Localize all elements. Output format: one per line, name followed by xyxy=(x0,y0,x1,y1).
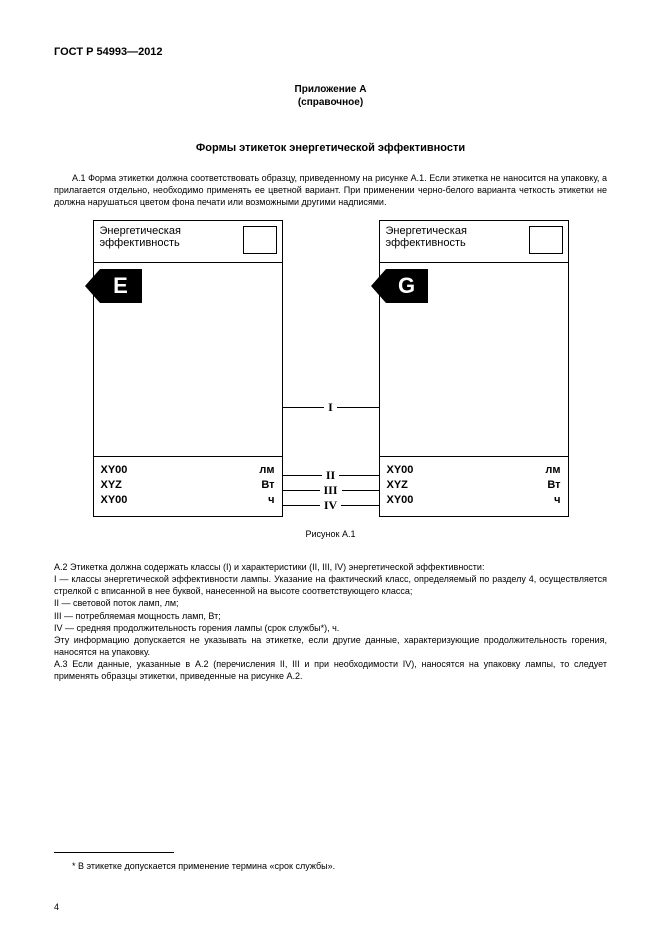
footer-lumen-val: XY00 xyxy=(101,463,128,478)
footer-hours-val: XY00 xyxy=(101,493,128,508)
annex-title: Приложение А xyxy=(54,84,607,95)
energy-label-right: Энергетическая эффективность G XY00 лм XY… xyxy=(379,220,569,517)
indicator-letter: E xyxy=(113,273,128,299)
label-header-line2: эффективность xyxy=(100,238,181,250)
energy-label-left: Энергетическая эффективность E XY00 лм XY… xyxy=(93,220,283,517)
footer-hours-unit: ч xyxy=(268,493,274,508)
footer-watt-val: XYZ xyxy=(101,478,122,493)
footer-lumen-unit: лм xyxy=(259,463,274,478)
label-header: Энергетическая эффективность xyxy=(380,221,568,263)
indicator-letter: G xyxy=(398,273,415,299)
para-a1-text: А.1 Форма этикетки должна соответствоват… xyxy=(54,173,607,207)
callout-IV: IV xyxy=(320,498,341,513)
footer-hours-unit: ч xyxy=(554,493,560,508)
annex-note: (справочное) xyxy=(54,97,607,108)
footnote: * В этикетке допускается применение терм… xyxy=(54,861,607,871)
callout-line xyxy=(283,490,320,491)
callout-line xyxy=(342,490,379,491)
label-footer-left: XY00 лм XYZ Вт XY00 ч xyxy=(94,457,282,516)
footer-lumen-unit: лм xyxy=(545,463,560,478)
callout-line xyxy=(283,475,322,476)
a2-l1: I — классы энергетической эффективности … xyxy=(54,574,607,596)
footnote-text: * В этикетке допускается применение терм… xyxy=(72,861,335,871)
footer-lumen-val: XY00 xyxy=(387,463,414,478)
callout-line xyxy=(339,475,378,476)
callout-III: III xyxy=(320,483,342,498)
figure-caption: Рисунок А.1 xyxy=(54,529,607,539)
footer-watt-unit: Вт xyxy=(261,478,274,493)
logo-placeholder xyxy=(529,226,563,254)
footer-watt-val: XYZ xyxy=(387,478,408,493)
logo-placeholder xyxy=(243,226,277,254)
label-header-line2: эффективность xyxy=(386,238,467,250)
document-id: ГОСТ Р 54993—2012 xyxy=(54,46,607,58)
class-bars-left: E xyxy=(94,263,282,457)
section-title: Формы этикеток энергетической эффективно… xyxy=(54,142,607,154)
callout-line xyxy=(341,505,378,506)
label-footer-right: XY00 лм XYZ Вт XY00 ч xyxy=(380,457,568,516)
callout-line xyxy=(337,407,379,408)
callout-II: II xyxy=(322,468,339,483)
para-a2: А.2 Этикетка должна содержать классы (I)… xyxy=(54,561,607,682)
footer-hours-val: XY00 xyxy=(387,493,414,508)
callout-line xyxy=(283,505,320,506)
a2-l3: III — потребляемая мощность ламп, Вт; xyxy=(54,611,221,621)
para-a1: А.1 Форма этикетки должна соответствоват… xyxy=(54,172,607,208)
callout-line xyxy=(283,407,325,408)
label-header: Энергетическая эффективность xyxy=(94,221,282,263)
class-indicator-left: E xyxy=(100,269,142,303)
callout-I: I xyxy=(324,400,337,415)
class-bars-right: G xyxy=(380,263,568,457)
a2-head: А.2 Этикетка должна содержать классы (I)… xyxy=(54,562,484,572)
class-indicator-right: G xyxy=(386,269,428,303)
a2-l2: II — световой поток ламп, лм; xyxy=(54,598,179,608)
a3: А.3 Если данные, указанные в А.2 (перечи… xyxy=(54,659,607,681)
a2-tail: Эту информацию допускается не указывать … xyxy=(54,635,607,657)
page-number: 4 xyxy=(54,902,59,912)
a2-l4: IV — средняя продолжительность горения л… xyxy=(54,623,339,633)
footnote-rule xyxy=(54,852,174,853)
figure-a1: Энергетическая эффективность E XY00 лм XY… xyxy=(54,220,607,539)
footer-watt-unit: Вт xyxy=(547,478,560,493)
